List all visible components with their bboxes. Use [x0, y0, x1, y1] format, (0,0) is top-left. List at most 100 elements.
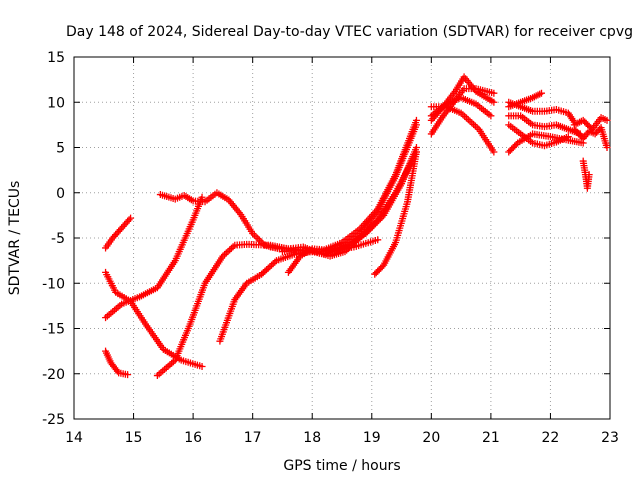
data-point [266, 263, 274, 271]
series-arc-17 [505, 98, 578, 126]
x-tick-label: 15 [125, 430, 143, 446]
y-tick-label: 0 [56, 186, 65, 202]
data-point [357, 232, 365, 240]
data-point [269, 260, 277, 268]
data-point [585, 171, 593, 179]
data-point [378, 263, 386, 271]
data-point [490, 148, 498, 156]
y-tick-label: -15 [42, 322, 65, 338]
series-arc-22 [570, 114, 611, 133]
y-tick-label: -10 [42, 276, 65, 292]
grid-layer [74, 57, 610, 419]
series-arc-2 [102, 347, 132, 379]
tick-layer: 14 15 16 17 18 19 20 21 22 23 -25 -20 -15 -10 -5 0 5 10 15 [42, 50, 619, 446]
data-point [362, 227, 370, 235]
data-point [261, 267, 269, 275]
data-point [367, 222, 375, 230]
data-point [412, 121, 420, 129]
x-tick-label: 21 [482, 430, 500, 446]
data-point [603, 116, 611, 124]
data-point [226, 246, 234, 254]
data-point [127, 214, 135, 222]
data-point [259, 269, 267, 277]
data-point [468, 119, 476, 127]
data-point [254, 235, 262, 243]
y-tick-label: -20 [42, 367, 65, 383]
series-arc-11 [371, 148, 420, 278]
x-tick-label: 20 [422, 430, 440, 446]
data-point [361, 229, 369, 237]
x-tick-label: 14 [65, 430, 83, 446]
data-point [343, 246, 351, 254]
y-tick-label: -25 [42, 412, 65, 428]
data-point [512, 140, 520, 148]
data-point [470, 121, 478, 129]
data-point [348, 242, 356, 250]
x-tick-label: 23 [601, 430, 619, 446]
series-arc-3 [102, 193, 206, 322]
series-arc-5 [156, 189, 283, 253]
data-point [490, 89, 498, 97]
data-point [125, 216, 133, 224]
data-point [222, 249, 230, 257]
data-point [353, 237, 361, 245]
data-point [538, 89, 546, 97]
series-arc-4 [102, 268, 206, 371]
data-point [344, 245, 352, 253]
data-point [466, 117, 474, 125]
data-point [473, 124, 481, 132]
data-point [351, 239, 359, 247]
data-point [372, 218, 380, 226]
y-axis-label: SDTVAR / TECUs [7, 181, 23, 296]
data-point [461, 112, 469, 120]
data-point [490, 98, 498, 106]
data-point [349, 240, 357, 248]
x-tick-label: 19 [363, 430, 381, 446]
data-point [354, 236, 362, 244]
y-tick-label: 10 [47, 95, 65, 111]
series-arc-15 [427, 103, 498, 156]
series-arc-20 [505, 130, 587, 156]
data-point [268, 261, 276, 269]
series-arc-6 [153, 236, 382, 380]
data-point [374, 236, 382, 244]
data-point [229, 243, 237, 251]
x-tick-label: 16 [184, 430, 202, 446]
series-arc-18 [505, 112, 584, 138]
data-point [341, 248, 349, 256]
x-tick-label: 22 [542, 430, 560, 446]
data-point [359, 231, 367, 239]
data-point [370, 219, 378, 227]
data-point [258, 270, 266, 278]
data-marks [102, 73, 611, 380]
data-point [252, 233, 260, 241]
data-point [462, 114, 470, 122]
data-point [263, 266, 271, 274]
data-point [271, 258, 279, 266]
data-point [113, 367, 121, 375]
data-point [369, 221, 377, 229]
y-tick-label: -5 [51, 231, 65, 247]
data-point [366, 224, 374, 232]
data-point [471, 122, 479, 130]
data-point [346, 243, 354, 251]
data-point [255, 236, 263, 244]
data-point [603, 144, 611, 151]
data-point [264, 264, 272, 272]
data-point [124, 371, 132, 379]
data-point [364, 226, 372, 234]
x-axis-label: GPS time / hours [283, 458, 400, 474]
data-point [487, 112, 495, 120]
data-point [227, 244, 235, 252]
series-arc-1 [102, 214, 135, 252]
x-tick-label: 18 [303, 430, 321, 446]
series-arc-23 [579, 157, 593, 192]
data-point [464, 116, 472, 124]
data-point [224, 247, 232, 255]
series-arc-21 [570, 124, 611, 151]
data-point [356, 234, 364, 242]
y-tick-label: 15 [47, 50, 65, 66]
data-point [198, 363, 206, 371]
chart-title: Day 148 of 2024, Sidereal Day-to-day VTE… [66, 24, 633, 40]
